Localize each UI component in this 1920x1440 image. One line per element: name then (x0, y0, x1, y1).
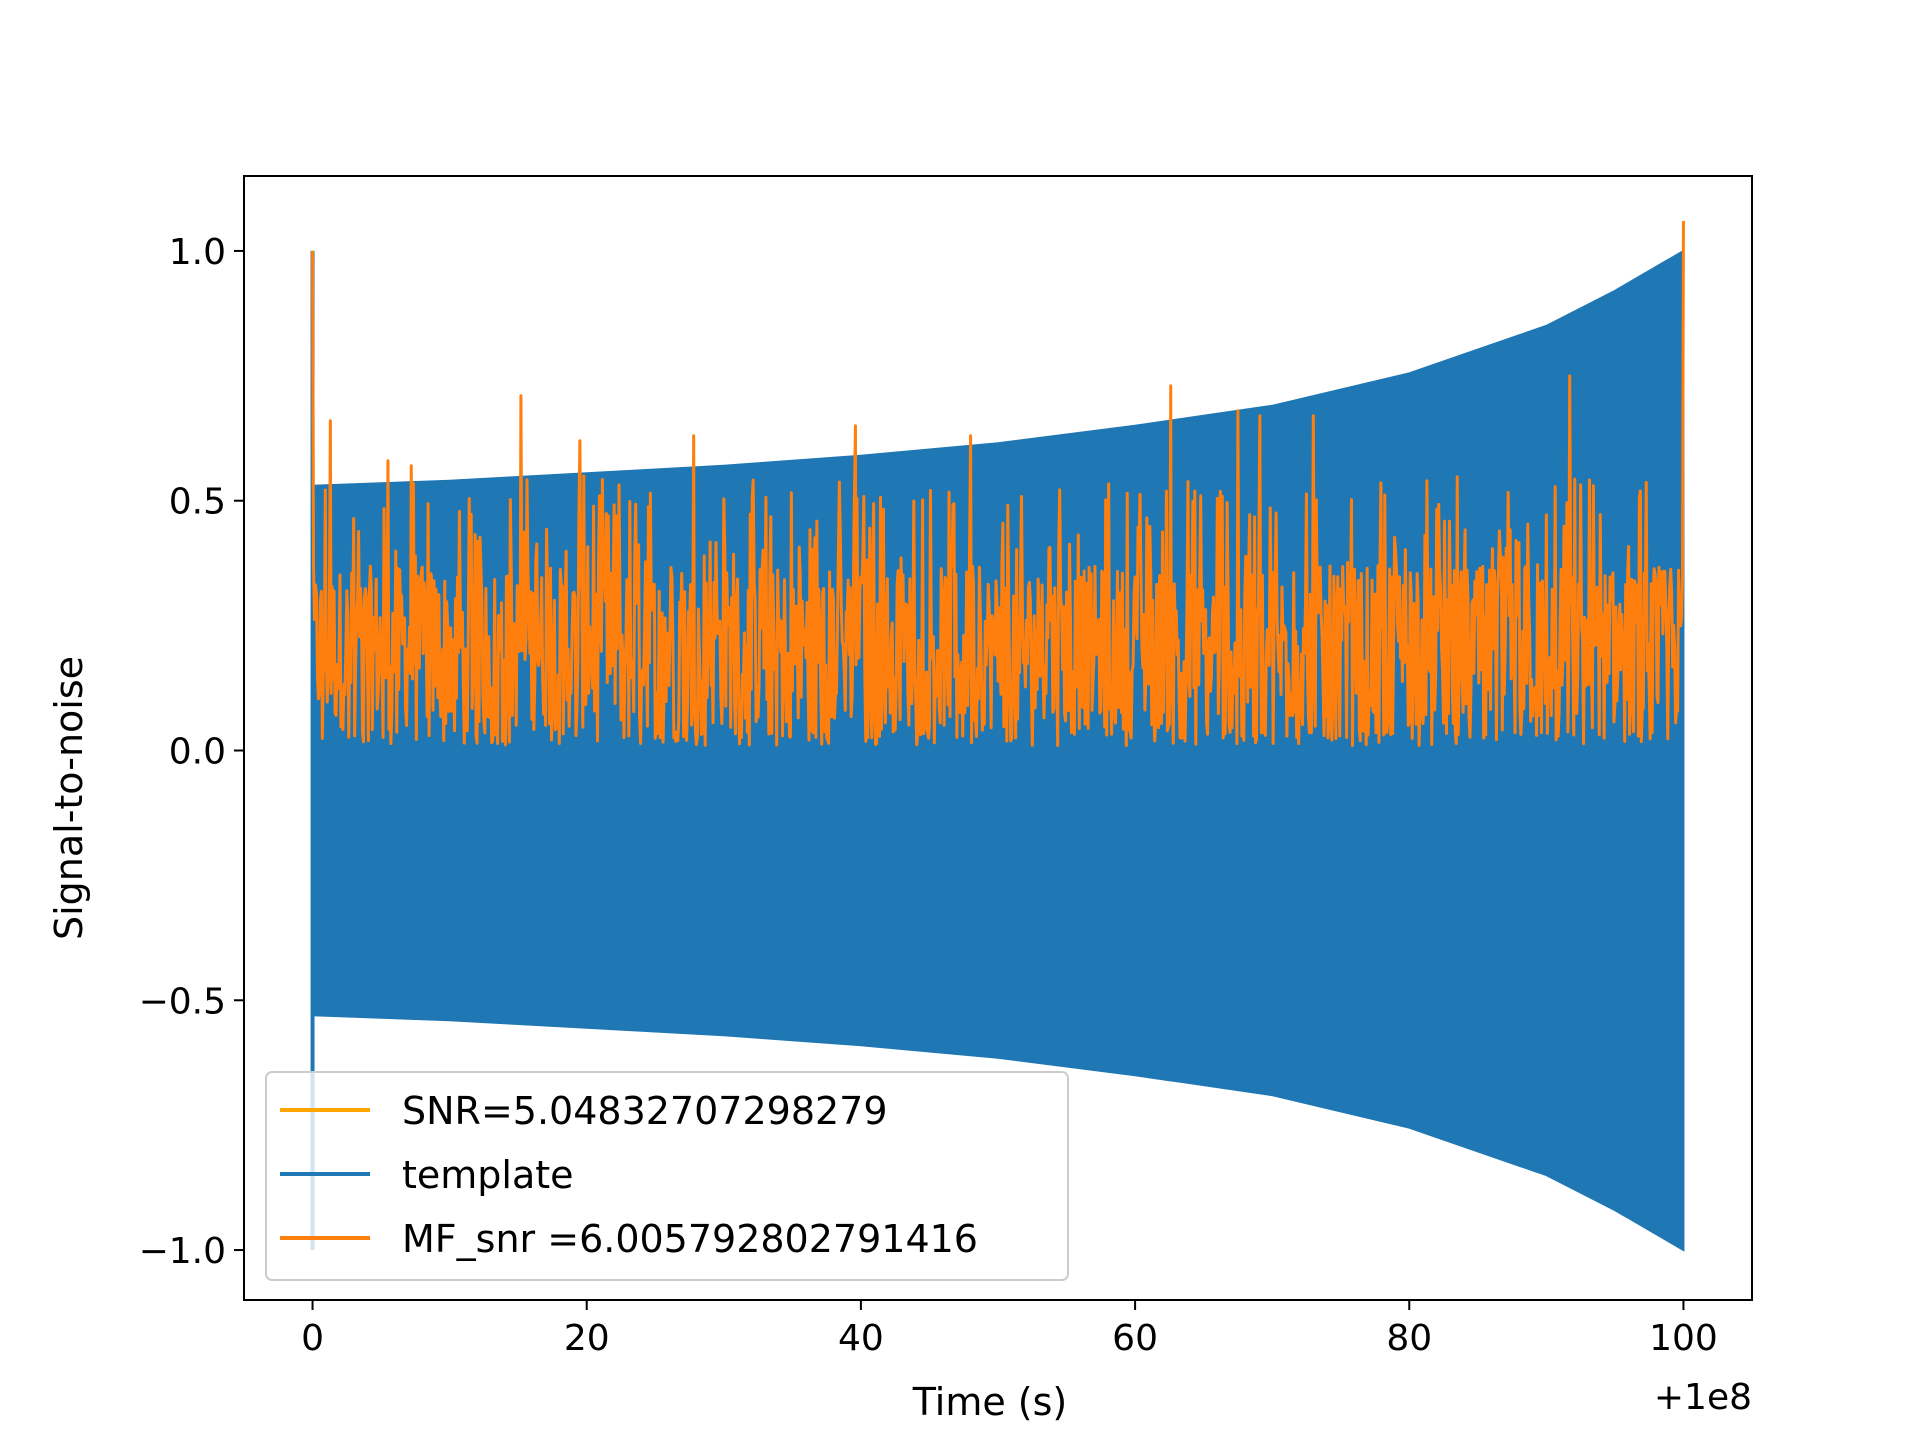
x-tick-label: 100 (1649, 1318, 1718, 1359)
legend-label: SNR=5.04832707298279 (402, 1089, 888, 1133)
y-tick-label: 0.5 (169, 482, 226, 523)
plot-frame (243, 175, 1753, 1301)
y-tick-label: −0.5 (139, 981, 226, 1022)
y-tick-label: 1.0 (169, 232, 226, 273)
mf-snr-series-line (311, 220, 1685, 747)
legend: SNR=5.04832707298279 template MF_snr =6.0… (265, 1071, 1069, 1281)
x-tick-label: 80 (1386, 1318, 1432, 1359)
x-tick-label: 0 (301, 1318, 324, 1359)
x-axis-offset-label: +1e8 (1654, 1377, 1752, 1418)
x-axis-label: Time (s) (912, 1380, 1068, 1424)
x-tick-label: 40 (838, 1318, 884, 1359)
y-tick-label: −1.0 (139, 1231, 226, 1272)
legend-box (265, 1071, 1069, 1281)
x-tick-label: 20 (564, 1318, 610, 1359)
x-tick-label: 60 (1112, 1318, 1158, 1359)
y-tick-label: 0.0 (169, 731, 226, 772)
axes: 0 20 40 60 80 100 −1.0 −0.5 0.0 0.5 1.0 (139, 175, 1753, 1359)
legend-label: MF_snr =6.005792802791416 (402, 1217, 978, 1261)
template-series-band (311, 249, 1685, 1252)
y-axis-label: Signal-to-noise (47, 656, 91, 940)
legend-label: template (402, 1153, 574, 1197)
